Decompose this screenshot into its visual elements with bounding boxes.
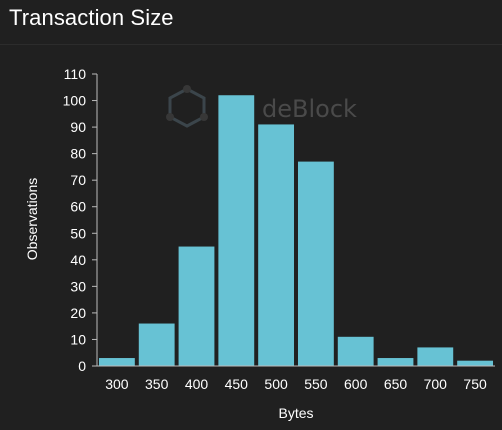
x-tick-label: 550 — [304, 376, 328, 392]
x-axis-title: Bytes — [278, 405, 313, 421]
x-axis-ticks: 300 350 400 450 500 550 600 650 700 750 — [105, 376, 487, 392]
x-tick-label: 650 — [384, 376, 408, 392]
y-tick-label: 100 — [63, 93, 87, 109]
x-tick-label: 300 — [105, 376, 129, 392]
bars-layer — [98, 95, 494, 367]
watermark-text: deBlock — [262, 95, 357, 123]
y-tick-label: 50 — [70, 225, 86, 241]
y-tick-label: 90 — [70, 119, 86, 135]
bar-750[interactable] — [457, 360, 494, 366]
bar-350[interactable] — [138, 323, 175, 366]
y-tick-label: 10 — [70, 331, 86, 347]
y-axis-title: Observations — [24, 178, 40, 260]
x-tick-label: 700 — [424, 376, 448, 392]
bar-500[interactable] — [258, 124, 295, 366]
y-tick-label: 80 — [70, 146, 86, 162]
bar-300[interactable] — [98, 358, 135, 366]
bar-450[interactable] — [218, 95, 255, 367]
hexagon-node-logo-icon — [166, 85, 208, 128]
y-tick-label: 110 — [64, 66, 87, 82]
y-tick-label: 60 — [70, 199, 86, 215]
x-tick-label: 500 — [264, 376, 288, 392]
bar-600[interactable] — [337, 336, 374, 366]
bar-700[interactable] — [417, 347, 454, 366]
watermark: deBlock — [166, 85, 357, 128]
panel-title: Transaction Size — [9, 5, 174, 30]
y-tick-label: 40 — [70, 252, 86, 268]
panel-header: Transaction Size — [0, 0, 502, 45]
x-tick-label: 750 — [463, 376, 487, 392]
y-axis-ticks: 0 10 20 30 40 50 60 70 80 90 100 110 — [63, 66, 97, 374]
x-tick-label: 400 — [185, 376, 209, 392]
bar-400[interactable] — [178, 246, 215, 366]
bar-650[interactable] — [377, 358, 414, 366]
y-tick-label: 70 — [70, 172, 86, 188]
x-tick-label: 450 — [225, 376, 249, 392]
bar-550[interactable] — [297, 161, 334, 366]
x-tick-label: 600 — [344, 376, 368, 392]
y-tick-label: 30 — [70, 278, 86, 294]
y-tick-label: 0 — [78, 358, 86, 374]
y-tick-label: 20 — [70, 305, 86, 321]
x-tick-label: 350 — [145, 376, 169, 392]
